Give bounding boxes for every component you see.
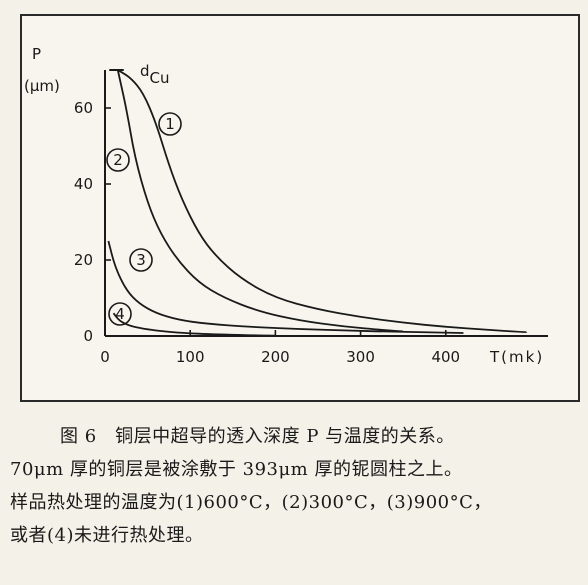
series-3-marker-circle [129, 248, 153, 272]
series-2-line [116, 69, 405, 333]
x-axis-label: T(mk) [489, 348, 544, 366]
chart: 0 100 200 300 400 0 20 40 60 P (μm) T(mk) dCu 1 2 3 4 [24, 45, 548, 366]
y-axis-unit-label: (μm) [24, 77, 60, 95]
caption-line-3: 样品热处理的温度为(1)600°C，(2)300°C，(3)900°C， [10, 492, 492, 513]
figure-frame: 0 100 200 300 400 0 20 40 60 P (μm) T(mk) dCu 1 2 3 4 [20, 14, 580, 402]
caption-line-4: 或者(4)未进行热处理。 [10, 525, 204, 546]
series-3-label: 3 [136, 251, 146, 269]
dcu-annotation-subscript: Cu [150, 69, 170, 87]
dcu-annotation: dCu [140, 62, 170, 87]
y-tick-label: 40 [74, 175, 93, 193]
series-4-label: 4 [115, 305, 125, 323]
figure-caption: 图 6 铜层中超导的透入深度 P 与温度的关系。 70μm 厚的铜层是被涂敷于 … [10, 420, 582, 552]
series-1-marker-circle [158, 112, 182, 136]
y-tick-label: 20 [74, 251, 93, 269]
x-tick-label: 200 [261, 348, 290, 366]
series-3-line [107, 240, 464, 334]
x-tick-label: 100 [176, 348, 205, 366]
series-1-line [117, 69, 528, 334]
series-2-label: 2 [113, 151, 123, 169]
x-tick-label: 0 [100, 348, 110, 366]
caption-line-1: 图 6 铜层中超导的透入深度 P 与温度的关系。 [60, 426, 455, 447]
y-tick-label: 60 [74, 99, 93, 117]
x-tick-label: 400 [431, 348, 460, 366]
series-4-line [112, 312, 277, 337]
series-1-label: 1 [165, 115, 175, 133]
y-tick-label: 0 [83, 327, 93, 345]
y-axis-label: P [32, 45, 41, 63]
caption-line-2: 70μm 厚的铜层是被涂敷于 393μm 厚的铌圆柱之上。 [10, 459, 463, 480]
x-tick-label: 300 [346, 348, 375, 366]
series-2-marker-circle [106, 148, 130, 172]
series-4-marker-circle [108, 302, 132, 326]
